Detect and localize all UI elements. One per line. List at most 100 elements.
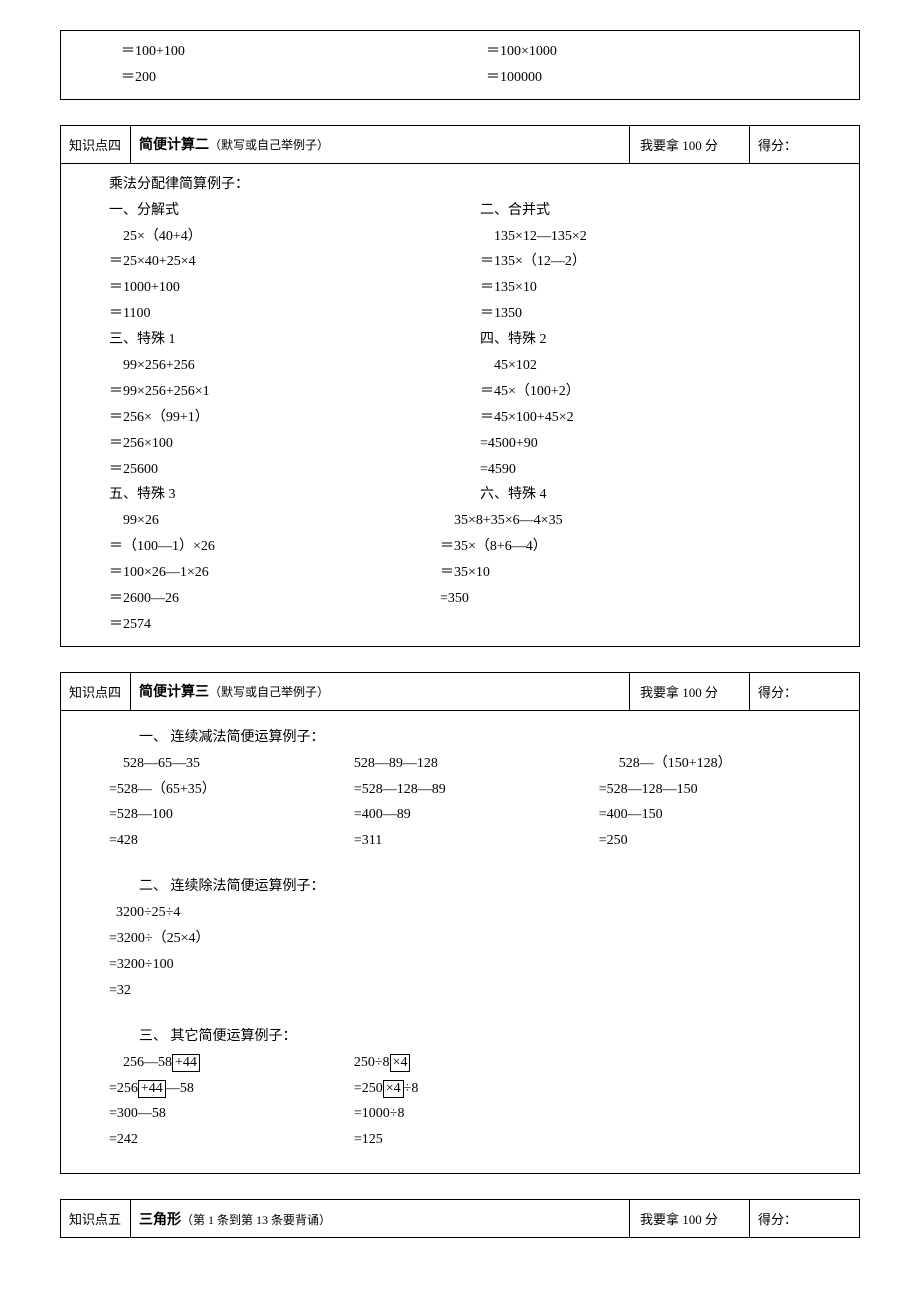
s2-ex5-4: ＝2574: [109, 612, 480, 638]
s3-ex2-2: =3200÷100: [109, 952, 851, 978]
s2-ex4-4: =4590: [480, 457, 851, 483]
s2-ex4-2: ＝45×100+45×2: [480, 405, 851, 431]
s2-ex1-2: ＝1000+100: [109, 275, 480, 301]
s2-ex4-0: 45×102: [480, 353, 851, 379]
section-title: 三角形（第 1 条到第 13 条要背诵）: [131, 1200, 630, 1238]
boxed-value: +44: [172, 1054, 200, 1073]
title-bold: 简便计算三: [139, 685, 209, 700]
top-left-col: ＝100+100 ＝200: [121, 39, 486, 91]
s3-r1c1-1: =528—（65+35）: [109, 777, 354, 803]
s3-r1c3-2: =400—150: [599, 802, 851, 828]
s3-r1c3-3: =250: [599, 828, 851, 854]
section-triangle: 知识点五 三角形（第 1 条到第 13 条要背诵） 我要拿 100 分 得分：: [60, 1199, 860, 1238]
s2-ex5-2: ＝100×26—1×26: [109, 560, 480, 586]
s3-ex2-0: 3200÷25÷4: [109, 900, 851, 926]
s2-ex5-1: ＝（100—1）×26: [109, 534, 480, 560]
s2-h2: 二、合并式: [480, 198, 851, 224]
s2-intro: 乘法分配律简算例子：: [109, 172, 851, 198]
s2-h1: 一、分解式: [109, 198, 480, 224]
section2-content: 乘法分配律简算例子： 一、分解式 25×（40+4） ＝25×40+25×4 ＝…: [61, 163, 860, 646]
top-right-line-1: ＝100×1000: [486, 39, 851, 65]
s2-ex2-1: ＝135×（12—2）: [480, 249, 851, 275]
score-field: 得分：: [750, 672, 860, 710]
s2-ex4-3: =4500+90: [480, 431, 851, 457]
top-left-line-2: ＝200: [121, 65, 486, 91]
s2-ex3-3: ＝256×100: [109, 431, 480, 457]
s2-ex4-1: ＝45×（100+2）: [480, 379, 851, 405]
s3-r3a: 256—58+44 =256+44—58 =300—58 =242: [109, 1050, 354, 1154]
s2-ex6-3: =350: [440, 586, 851, 612]
s3-r1c2-3: =311: [354, 828, 599, 854]
title-bold: 三角形: [139, 1213, 181, 1228]
point-label: 知识点四: [61, 125, 131, 163]
title-note: （第 1 条到第 13 条要背诵）: [181, 1213, 331, 1227]
top-right-col: ＝100×1000 ＝100000: [486, 39, 851, 91]
s2-ex1-3: ＝1100: [109, 301, 480, 327]
title-note: （默写或自己举例子）: [209, 138, 329, 152]
s2-h5: 五、特殊 3: [109, 482, 480, 508]
section3-content: 一、 连续减法简便运算例子： 528—65—35 =528—（65+35） =5…: [61, 710, 860, 1173]
top-content: ＝100+100 ＝200 ＝100×1000 ＝100000: [61, 31, 860, 100]
s3-r3b-pre1: 250÷8: [354, 1055, 390, 1070]
s2-ex6-0: 35×8+35×6—4×35: [440, 508, 851, 534]
s2-h4: 四、特殊 2: [480, 327, 851, 353]
s2-ex2-2: ＝135×10: [480, 275, 851, 301]
score-goal: 我要拿 100 分: [630, 125, 750, 163]
s2-h6: 六、特殊 4: [480, 482, 851, 508]
section-calc-2: 知识点四 简便计算二（默写或自己举例子） 我要拿 100 分 得分： 乘法分配律…: [60, 125, 860, 647]
boxed-value: +44: [138, 1080, 166, 1099]
s3-h3: 三、 其它简便运算例子：: [109, 1024, 851, 1050]
s2-ex3-0: 99×256+256: [109, 353, 480, 379]
s3-r1c1-0: 528—65—35: [109, 751, 354, 777]
s3-r1c2-0: 528—89—128: [354, 751, 599, 777]
s3-r3a-post2: —58: [166, 1081, 194, 1096]
s3-r1c3-1: =528—128—150: [599, 777, 851, 803]
s3-r3a-l4: =242: [109, 1127, 354, 1153]
s2-h3: 三、特殊 1: [109, 327, 480, 353]
s2-ex6-2: ＝35×10: [440, 560, 851, 586]
s2-ex5-3: ＝2600—26: [109, 586, 480, 612]
s3-h2: 二、 连续除法简便运算例子：: [109, 874, 851, 900]
s3-r3b-post2: ÷8: [404, 1081, 419, 1096]
s3-r3a-pre2: =256: [109, 1081, 138, 1096]
title-bold: 简便计算二: [139, 138, 209, 153]
s3-r3b-pre2: =250: [354, 1081, 383, 1096]
point-label: 知识点五: [61, 1200, 131, 1238]
s2-ex3-2: ＝256×（99+1）: [109, 405, 480, 431]
s2-ex5-0: 99×26: [109, 508, 480, 534]
top-fragment-box: ＝100+100 ＝200 ＝100×1000 ＝100000: [60, 30, 860, 100]
s3-r1c3-0: 528—（150+128）: [599, 751, 851, 777]
s3-r3a-l3: =300—58: [109, 1101, 354, 1127]
point-label: 知识点四: [61, 672, 131, 710]
s3-r3b-l4: =125: [354, 1127, 599, 1153]
s2-ex3-1: ＝99×256+256×1: [109, 379, 480, 405]
top-left-line-1: ＝100+100: [121, 39, 486, 65]
s2-ex6-1: ＝35×（8+6—4）: [440, 534, 851, 560]
s3-ex2-1: =3200÷（25×4）: [109, 926, 851, 952]
score-field: 得分：: [750, 125, 860, 163]
s2-ex2-0: 135×12—135×2: [480, 224, 851, 250]
s2-ex2-3: ＝1350: [480, 301, 851, 327]
section-title: 简便计算三（默写或自己举例子）: [131, 672, 630, 710]
s2-ex1-0: 25×（40+4）: [109, 224, 480, 250]
s3-r3b-l3: =1000÷8: [354, 1101, 599, 1127]
s2-ex3-4: ＝25600: [109, 457, 480, 483]
boxed-value: ×4: [383, 1080, 404, 1099]
s3-r3a-pre1: 256—58: [109, 1055, 172, 1070]
s3-r1c2-2: =400—89: [354, 802, 599, 828]
title-note: （默写或自己举例子）: [209, 685, 329, 699]
s3-h1: 一、 连续减法简便运算例子：: [109, 725, 851, 751]
score-goal: 我要拿 100 分: [630, 672, 750, 710]
s3-r3b: 250÷8×4 =250×4÷8 =1000÷8 =125: [354, 1050, 599, 1154]
score-goal: 我要拿 100 分: [630, 1200, 750, 1238]
section-calc-3: 知识点四 简便计算三（默写或自己举例子） 我要拿 100 分 得分： 一、 连续…: [60, 672, 860, 1174]
section-title: 简便计算二（默写或自己举例子）: [131, 125, 630, 163]
boxed-value: ×4: [390, 1054, 411, 1073]
s2-ex1-1: ＝25×40+25×4: [109, 249, 480, 275]
score-field: 得分：: [750, 1200, 860, 1238]
s3-r1c2-1: =528—128—89: [354, 777, 599, 803]
s3-r1c1-2: =528—100: [109, 802, 354, 828]
s3-r1c1-3: =428: [109, 828, 354, 854]
s3-ex2-3: =32: [109, 978, 851, 1004]
top-right-line-2: ＝100000: [486, 65, 851, 91]
